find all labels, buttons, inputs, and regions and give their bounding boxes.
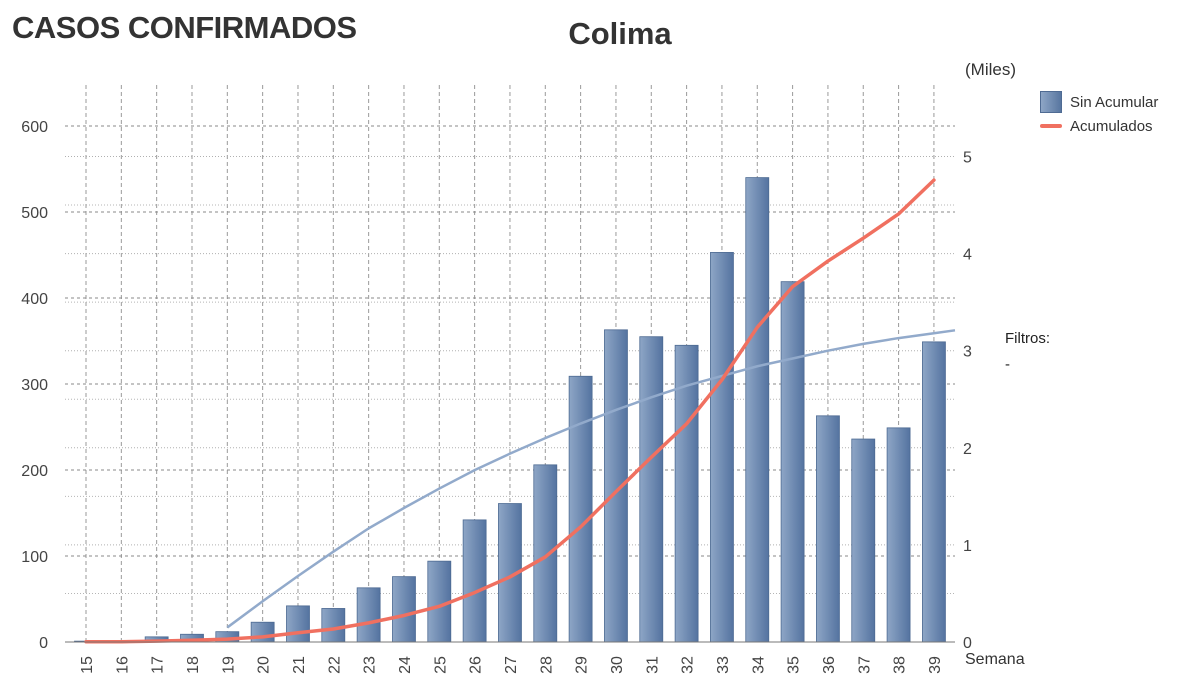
trend-line: [226, 329, 956, 629]
y-tick-label: 100: [21, 549, 48, 566]
x-tick-label: 21: [291, 656, 308, 674]
bar: [745, 177, 770, 643]
y-tick-label: 500: [21, 205, 48, 222]
bar: [356, 587, 381, 643]
bar: [886, 427, 911, 643]
bar: [568, 375, 593, 643]
bar: [851, 438, 876, 643]
y2-tick-label: 0: [963, 635, 972, 652]
line-acumulados: [84, 178, 936, 644]
y-tick-label: 400: [21, 291, 48, 308]
right-axis-units-label: (Miles): [965, 60, 1016, 79]
x-tick-label: 24: [397, 656, 414, 674]
x-tick-label: 26: [468, 656, 485, 674]
legend-line-swatch: [1040, 124, 1062, 128]
y-tick-label: 300: [21, 377, 48, 394]
bar: [922, 341, 946, 643]
chart-title: Colima: [568, 16, 672, 51]
x-tick-label: 37: [856, 656, 873, 674]
legend-label-acumulados: Acumulados: [1070, 117, 1153, 135]
legend-item-acumulados[interactable]: Acumulados: [1040, 114, 1158, 138]
x-tick-label: 32: [680, 656, 697, 674]
y2-tick-label: 2: [963, 441, 972, 458]
x-tick-label: 30: [609, 656, 626, 674]
x-tick-label: 38: [892, 656, 909, 674]
bar: [286, 605, 310, 643]
filters-value: -: [1005, 356, 1010, 373]
legend-bar-swatch: [1040, 91, 1062, 113]
main-heading: CASOS CONFIRMADOS: [12, 10, 357, 45]
bar: [674, 344, 699, 643]
x-tick-label: 35: [786, 656, 803, 674]
x-tick-label: 28: [538, 656, 555, 674]
y-tick-label: 200: [21, 463, 48, 480]
x-tick-label: 15: [79, 656, 96, 674]
bar: [462, 519, 487, 643]
x-tick-label: 36: [821, 656, 838, 674]
x-axis-title: Semana: [965, 651, 1025, 668]
y2-tick-label: 5: [963, 150, 972, 167]
bar: [639, 336, 664, 643]
x-tick-label: 25: [432, 656, 449, 674]
bar: [780, 281, 805, 643]
x-tick-label: 34: [750, 656, 767, 674]
x-tick-label: 27: [503, 656, 520, 674]
bar: [321, 608, 346, 643]
y2-tick-label: 3: [963, 344, 972, 361]
x-tick-label: 29: [574, 656, 591, 674]
legend-label-sin-acumular: Sin Acumular: [1070, 93, 1159, 111]
x-tick-label: 33: [715, 656, 732, 674]
bar: [710, 252, 734, 643]
y-tick-label: 600: [21, 119, 48, 136]
filters-label: Filtros:: [1005, 330, 1050, 347]
bar: [816, 415, 840, 643]
legend-item-sin-acumular[interactable]: Sin Acumular: [1040, 90, 1158, 114]
bars-sin-acumular: [74, 177, 946, 643]
bar: [392, 576, 416, 643]
trend-line-path: [226, 329, 956, 629]
x-tick-label: 20: [256, 656, 273, 674]
x-tick-label: 19: [220, 656, 237, 674]
bar: [533, 464, 558, 643]
y-tick-label: 0: [39, 635, 48, 652]
x-tick-label: 22: [326, 656, 343, 674]
x-tick-label: 18: [185, 656, 202, 674]
y2-tick-label: 1: [963, 538, 972, 555]
x-tick-label: 17: [150, 656, 167, 674]
x-tick-label: 16: [114, 656, 131, 674]
acumulados-line-path: [84, 178, 936, 644]
chart-legend: Sin Acumular Acumulados: [1040, 90, 1158, 138]
x-tick-label: 31: [644, 656, 661, 674]
y2-tick-label: 4: [963, 247, 972, 264]
x-tick-label: 39: [927, 656, 944, 674]
x-tick-label: 23: [362, 656, 379, 674]
